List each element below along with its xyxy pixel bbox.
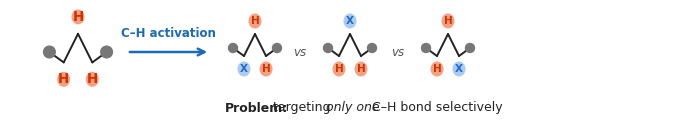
Text: targeting: targeting — [269, 102, 335, 115]
Ellipse shape — [442, 14, 454, 29]
Text: H: H — [433, 64, 442, 74]
Ellipse shape — [344, 14, 356, 29]
Text: H: H — [444, 16, 452, 26]
Text: H: H — [87, 72, 98, 86]
Ellipse shape — [86, 72, 99, 87]
Circle shape — [323, 43, 332, 53]
Circle shape — [228, 43, 237, 53]
Text: H: H — [72, 10, 83, 24]
Text: H: H — [335, 64, 344, 74]
Text: H: H — [262, 64, 270, 74]
Circle shape — [421, 43, 430, 53]
Text: X: X — [240, 64, 248, 74]
Ellipse shape — [260, 62, 272, 76]
Circle shape — [101, 46, 113, 58]
Text: X: X — [346, 16, 354, 26]
Text: vs: vs — [293, 46, 307, 58]
Ellipse shape — [332, 62, 346, 76]
Text: C–H activation: C–H activation — [121, 27, 216, 40]
Circle shape — [43, 46, 55, 58]
Text: H: H — [251, 16, 260, 26]
Text: only one: only one — [326, 102, 379, 115]
Text: vs: vs — [391, 46, 405, 58]
Text: C–H bond selectively: C–H bond selectively — [368, 102, 503, 115]
Text: H: H — [356, 64, 365, 74]
Ellipse shape — [57, 72, 70, 87]
Text: X: X — [455, 64, 463, 74]
Circle shape — [466, 43, 475, 53]
Ellipse shape — [237, 62, 251, 76]
Circle shape — [368, 43, 377, 53]
Ellipse shape — [71, 9, 85, 24]
Circle shape — [272, 43, 281, 53]
Ellipse shape — [354, 62, 368, 76]
Ellipse shape — [248, 14, 262, 29]
Ellipse shape — [452, 62, 466, 76]
Text: Problem:: Problem: — [225, 102, 288, 115]
Text: H: H — [58, 72, 69, 86]
Ellipse shape — [430, 62, 444, 76]
